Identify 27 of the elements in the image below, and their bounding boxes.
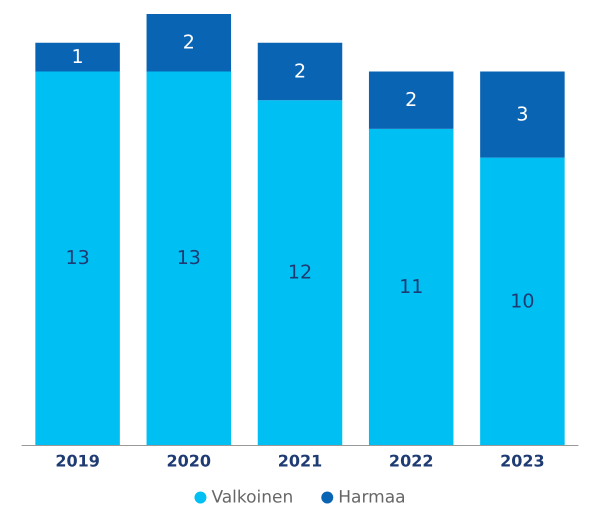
bar xyxy=(480,71,565,158)
data-label: 2 xyxy=(405,89,418,112)
data-label: 2 xyxy=(294,60,306,82)
bar xyxy=(146,14,232,72)
data-label: 13 xyxy=(176,247,201,270)
x-tick-label: 2020 xyxy=(166,452,212,470)
bar xyxy=(368,71,454,129)
x-tick-label: 2023 xyxy=(500,452,545,470)
data-label: 12 xyxy=(288,262,312,284)
bar xyxy=(258,100,342,445)
data-label: 11 xyxy=(399,276,424,298)
data-label: 2 xyxy=(182,32,195,54)
x-tick-label: 2022 xyxy=(388,452,434,470)
bar xyxy=(35,42,120,72)
bar xyxy=(146,71,232,445)
data-label: 1 xyxy=(72,46,84,68)
legend-label: Valkoinen xyxy=(211,488,294,508)
x-tick-label: 2021 xyxy=(278,452,322,470)
data-label: 10 xyxy=(510,290,534,312)
data-label: 3 xyxy=(516,104,528,126)
x-tick-label: 2019 xyxy=(55,452,100,470)
data-label: 13 xyxy=(66,247,90,270)
bar xyxy=(35,71,120,445)
bar xyxy=(480,158,565,445)
legend-label: Harmaa xyxy=(338,488,406,508)
bar xyxy=(258,42,342,100)
bar xyxy=(368,128,454,445)
